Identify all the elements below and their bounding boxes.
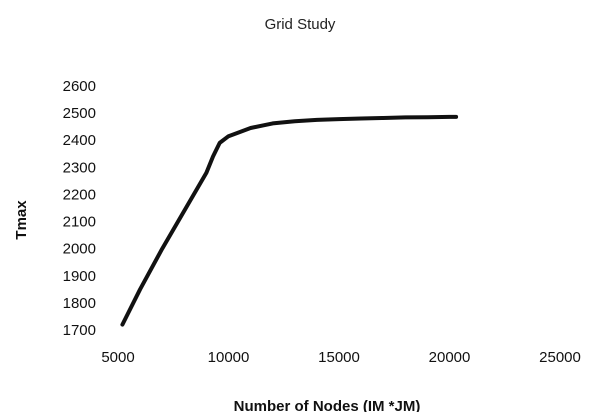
y-tick-label: 2000 [63, 241, 96, 258]
x-tick-label: 20000 [429, 349, 471, 366]
y-tick-label: 2100 [63, 214, 96, 231]
y-tick-label: 1700 [63, 322, 96, 339]
y-tick-label: 2400 [63, 132, 96, 149]
y-axis-ticks: 1700 1800 1900 2000 2100 2200 2300 2400 2500 2600 [63, 78, 96, 339]
x-tick-label: 15000 [318, 349, 360, 366]
y-tick-label: 2600 [63, 78, 96, 95]
y-tick-label: 1800 [63, 295, 96, 312]
chart-title: Grid Study [265, 16, 336, 33]
series-line-tmax [120, 114, 459, 327]
x-tick-label: 25000 [539, 349, 581, 366]
y-axis-label: Tmax [13, 200, 30, 240]
y-tick-label: 2200 [63, 186, 96, 203]
y-tick-label: 1900 [63, 268, 96, 285]
x-axis-ticks: 5000 10000 15000 20000 25000 [101, 349, 581, 366]
x-tick-label: 5000 [101, 349, 134, 366]
x-axis-label: Number of Nodes (IM *JM) [234, 398, 421, 412]
y-tick-label: 2300 [63, 159, 96, 176]
y-tick-label: 2500 [63, 105, 96, 122]
x-tick-label: 10000 [208, 349, 250, 366]
